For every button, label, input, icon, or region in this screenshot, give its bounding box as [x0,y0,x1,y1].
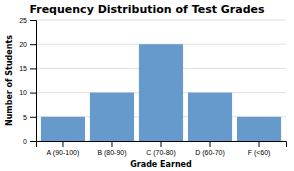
x-tick-label: A (90-100) [47,149,80,157]
y-tick-mark [30,141,36,142]
x-tick: D (60-70) [195,141,225,157]
x-axis-line [37,142,287,148]
y-tick-mark [30,68,36,69]
y-tick-label: 20 [19,41,27,48]
y-tick-label: 5 [23,114,27,121]
grid [36,20,286,141]
x-tick-mark [210,141,211,147]
x-tick-label: F (<60) [248,149,271,157]
y-tick-mark [30,44,36,45]
bar [41,117,85,141]
x-tick: B (80-90) [97,141,126,157]
x-tick-label: B (80-90) [97,149,126,157]
title: Frequency Distribution of Test Grades [29,3,265,16]
y-tick-label: 15 [19,65,27,72]
x-tick: C (70-80) [146,141,176,157]
grid-line [36,20,286,21]
y-tick: 5 [23,114,36,121]
bar [188,93,232,141]
y-tick-label: 25 [19,17,27,24]
y-tick-mark [30,93,36,94]
x-tick-label: C (70-80) [146,149,176,157]
y-tick: 20 [19,41,36,48]
y-axis-title: Number of Students [5,35,14,126]
y-tick: 25 [19,17,36,24]
x-tick: F (<60) [248,141,271,157]
x-axis-title: Grade Earned [130,160,192,169]
x-tick-mark [62,141,63,147]
x-tick-mark [111,141,112,147]
x-tick: A (90-100) [47,141,80,157]
chart: A (90-100) B (80-90) C (70-80) D (60-70) F (… [0,0,294,171]
y-tick-label: 10 [19,89,27,96]
y-tick: 10 [19,89,36,96]
bar [90,93,134,141]
y-axis-line [30,21,37,142]
x-axis: A (90-100) B (80-90) C (70-80) D (60-70) F (… [37,141,287,157]
x-tick-mark [161,141,162,147]
y-tick-mark [30,20,36,21]
x-tick-label: D (60-70) [195,149,225,157]
bars [41,44,281,141]
y-tick-mark [30,117,36,118]
bar [139,44,183,141]
y-tick-label: 0 [23,138,27,145]
y-axis: 0 5 10 15 20 25 [19,17,36,145]
bar [237,117,281,141]
plot: A (90-100) B (80-90) C (70-80) D (60-70) F (… [19,17,286,157]
y-tick: 15 [19,65,36,72]
y-tick: 0 [23,138,36,145]
x-tick-mark [259,141,260,147]
